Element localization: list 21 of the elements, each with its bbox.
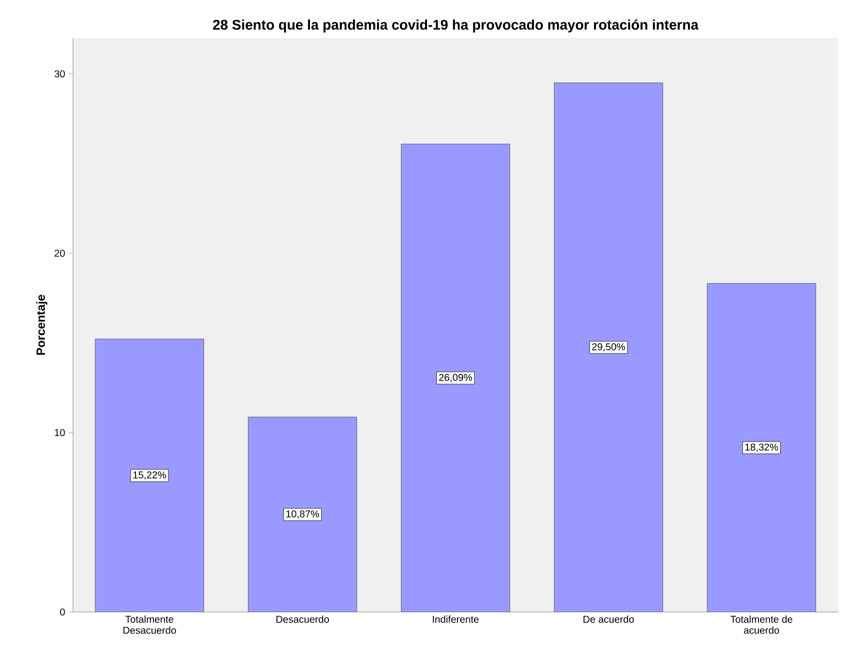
- bar: [400, 144, 510, 612]
- x-tick-label: De acuerdo: [584, 616, 634, 623]
- x-tick-label: Desacuerdo: [276, 616, 329, 623]
- x-tick-label: Totalmente Desacuerdo: [123, 616, 176, 634]
- y-tick-label: 10: [54, 429, 65, 436]
- bar: [707, 283, 816, 612]
- y-axis-title: Porcentaje: [36, 294, 48, 355]
- bar: [94, 338, 204, 612]
- data-label: 10,87%: [286, 510, 320, 519]
- x-tick-label: Indiferente: [432, 616, 479, 623]
- data-label: 18,32%: [745, 444, 778, 452]
- data-label: 26,09%: [439, 374, 472, 382]
- y-tick-label: 20: [54, 250, 65, 257]
- data-label: 29,50%: [592, 343, 626, 352]
- y-tick-label: 30: [54, 70, 65, 78]
- chart-title: 28 Siento que la pandemia covid-19 ha provocado mayor rotación interna: [213, 19, 699, 32]
- y-tick-label: 0: [60, 608, 65, 616]
- bar: [554, 82, 664, 612]
- data-label: 15,22%: [133, 471, 166, 480]
- x-tick-label: Totalmente de acuerdo: [730, 616, 792, 634]
- bar: [248, 416, 358, 612]
